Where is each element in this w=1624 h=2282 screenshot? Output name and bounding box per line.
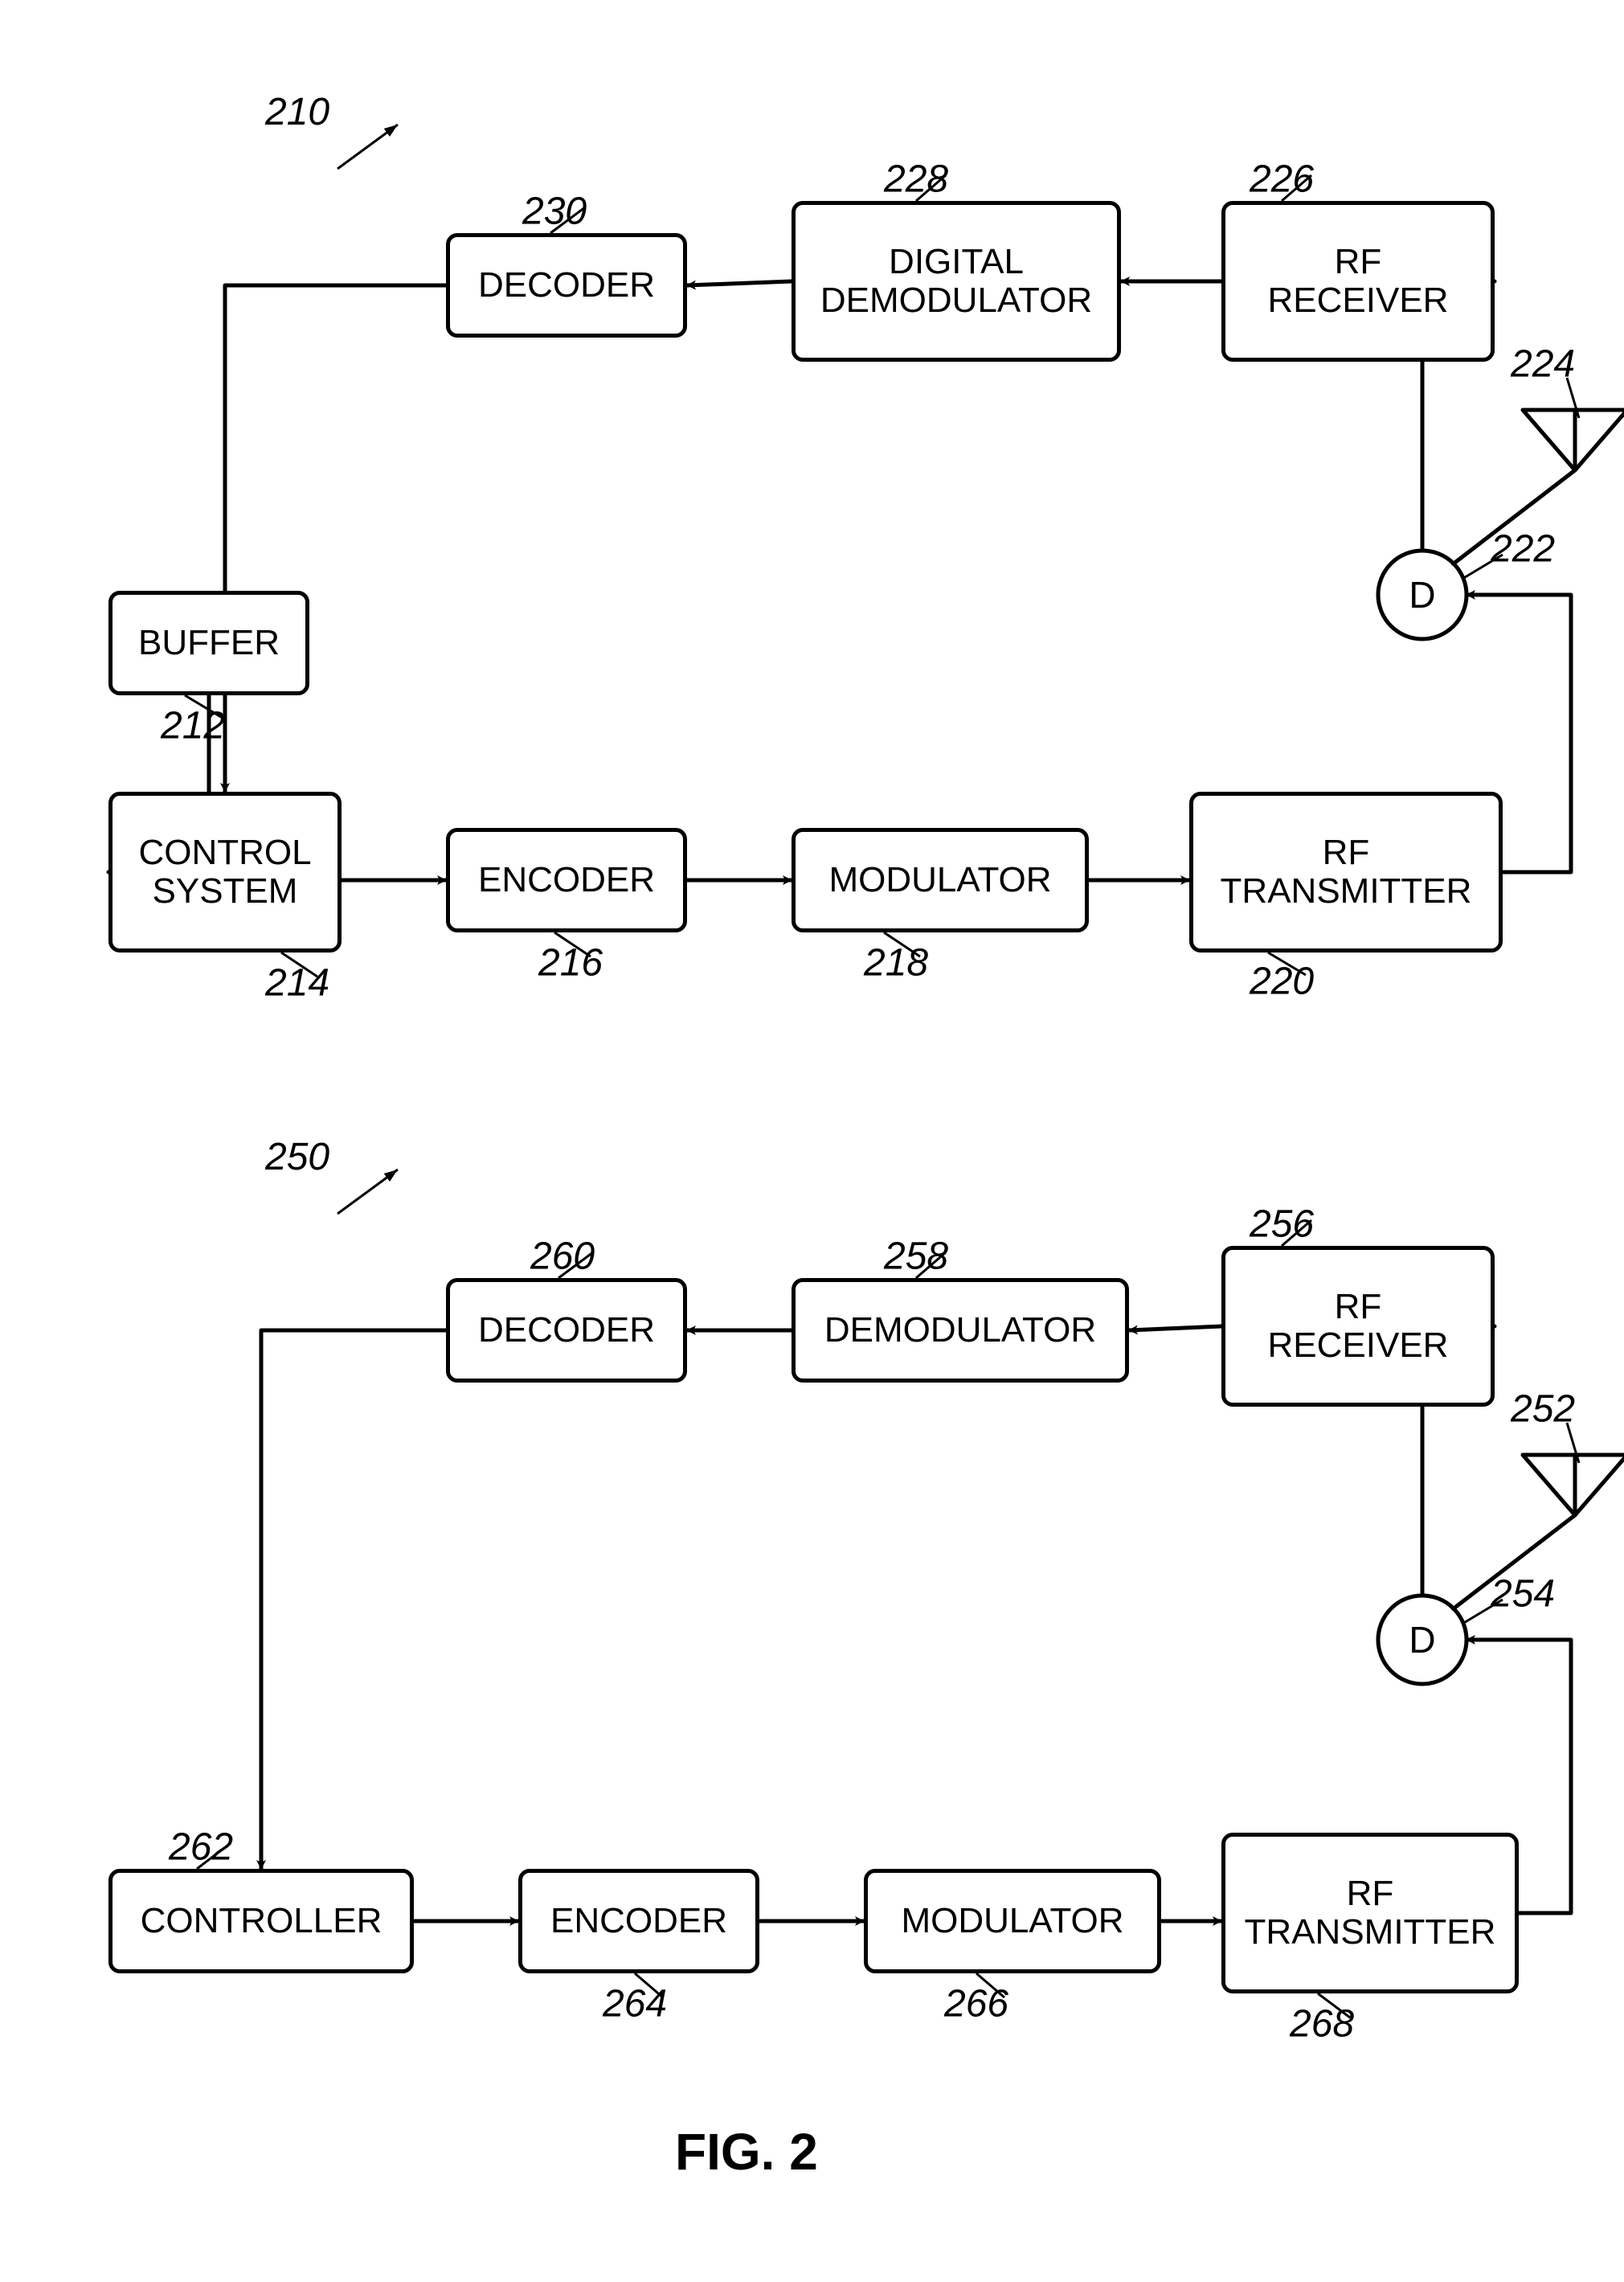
svg-text:214: 214: [264, 961, 329, 1004]
svg-text:212: 212: [160, 704, 225, 747]
box-demod-t: DIGITALDEMODULATOR: [792, 201, 1121, 362]
box-modulator-t: MODULATOR: [792, 828, 1089, 932]
svg-text:250: 250: [264, 1136, 329, 1178]
svg-text:268: 268: [1289, 2002, 1354, 2045]
box-decoder-t: DECODER: [446, 233, 687, 338]
svg-text:230: 230: [522, 190, 587, 232]
box-rf-rx-t: RFRECEIVER: [1221, 201, 1495, 362]
svg-text:224: 224: [1510, 342, 1575, 385]
svg-text:266: 266: [943, 1982, 1008, 2025]
svg-text:256: 256: [1249, 1202, 1314, 1245]
svg-text:218: 218: [863, 941, 928, 984]
svg-text:252: 252: [1510, 1387, 1575, 1430]
svg-text:220: 220: [1249, 960, 1314, 1002]
box-encoder-t: ENCODER: [446, 828, 687, 932]
svg-text:210: 210: [264, 91, 329, 133]
box-control: CONTROLSYSTEM: [108, 792, 342, 953]
box-buffer: BUFFER: [108, 591, 309, 695]
figure-canvas: D 210 D 250 212 214 216 218 220 222 224 226 228 230 25…: [0, 0, 1624, 2282]
box-rf-rx-b: RFRECEIVER: [1221, 1246, 1495, 1407]
box-controller: CONTROLLER: [108, 1869, 414, 1973]
box-encoder-b: ENCODER: [518, 1869, 759, 1973]
svg-text:258: 258: [883, 1235, 948, 1277]
svg-text:226: 226: [1249, 158, 1314, 200]
svg-text:216: 216: [538, 941, 603, 984]
svg-text:262: 262: [168, 1825, 233, 1868]
svg-text:260: 260: [530, 1235, 595, 1277]
box-modulator-b: MODULATOR: [864, 1869, 1161, 1973]
svg-text:264: 264: [602, 1982, 667, 2025]
figure-caption: FIG. 2: [675, 2122, 818, 2182]
box-rf-tx-b: RFTRANSMITTER: [1221, 1833, 1519, 1993]
svg-text:D: D: [1409, 1619, 1435, 1661]
svg-text:254: 254: [1490, 1572, 1555, 1615]
box-rf-tx-t: RFTRANSMITTER: [1189, 792, 1503, 953]
svg-text:D: D: [1409, 574, 1435, 616]
svg-text:222: 222: [1490, 527, 1555, 570]
svg-text:228: 228: [883, 158, 948, 200]
box-decoder-b: DECODER: [446, 1278, 687, 1383]
box-demod-b: DEMODULATOR: [792, 1278, 1129, 1383]
